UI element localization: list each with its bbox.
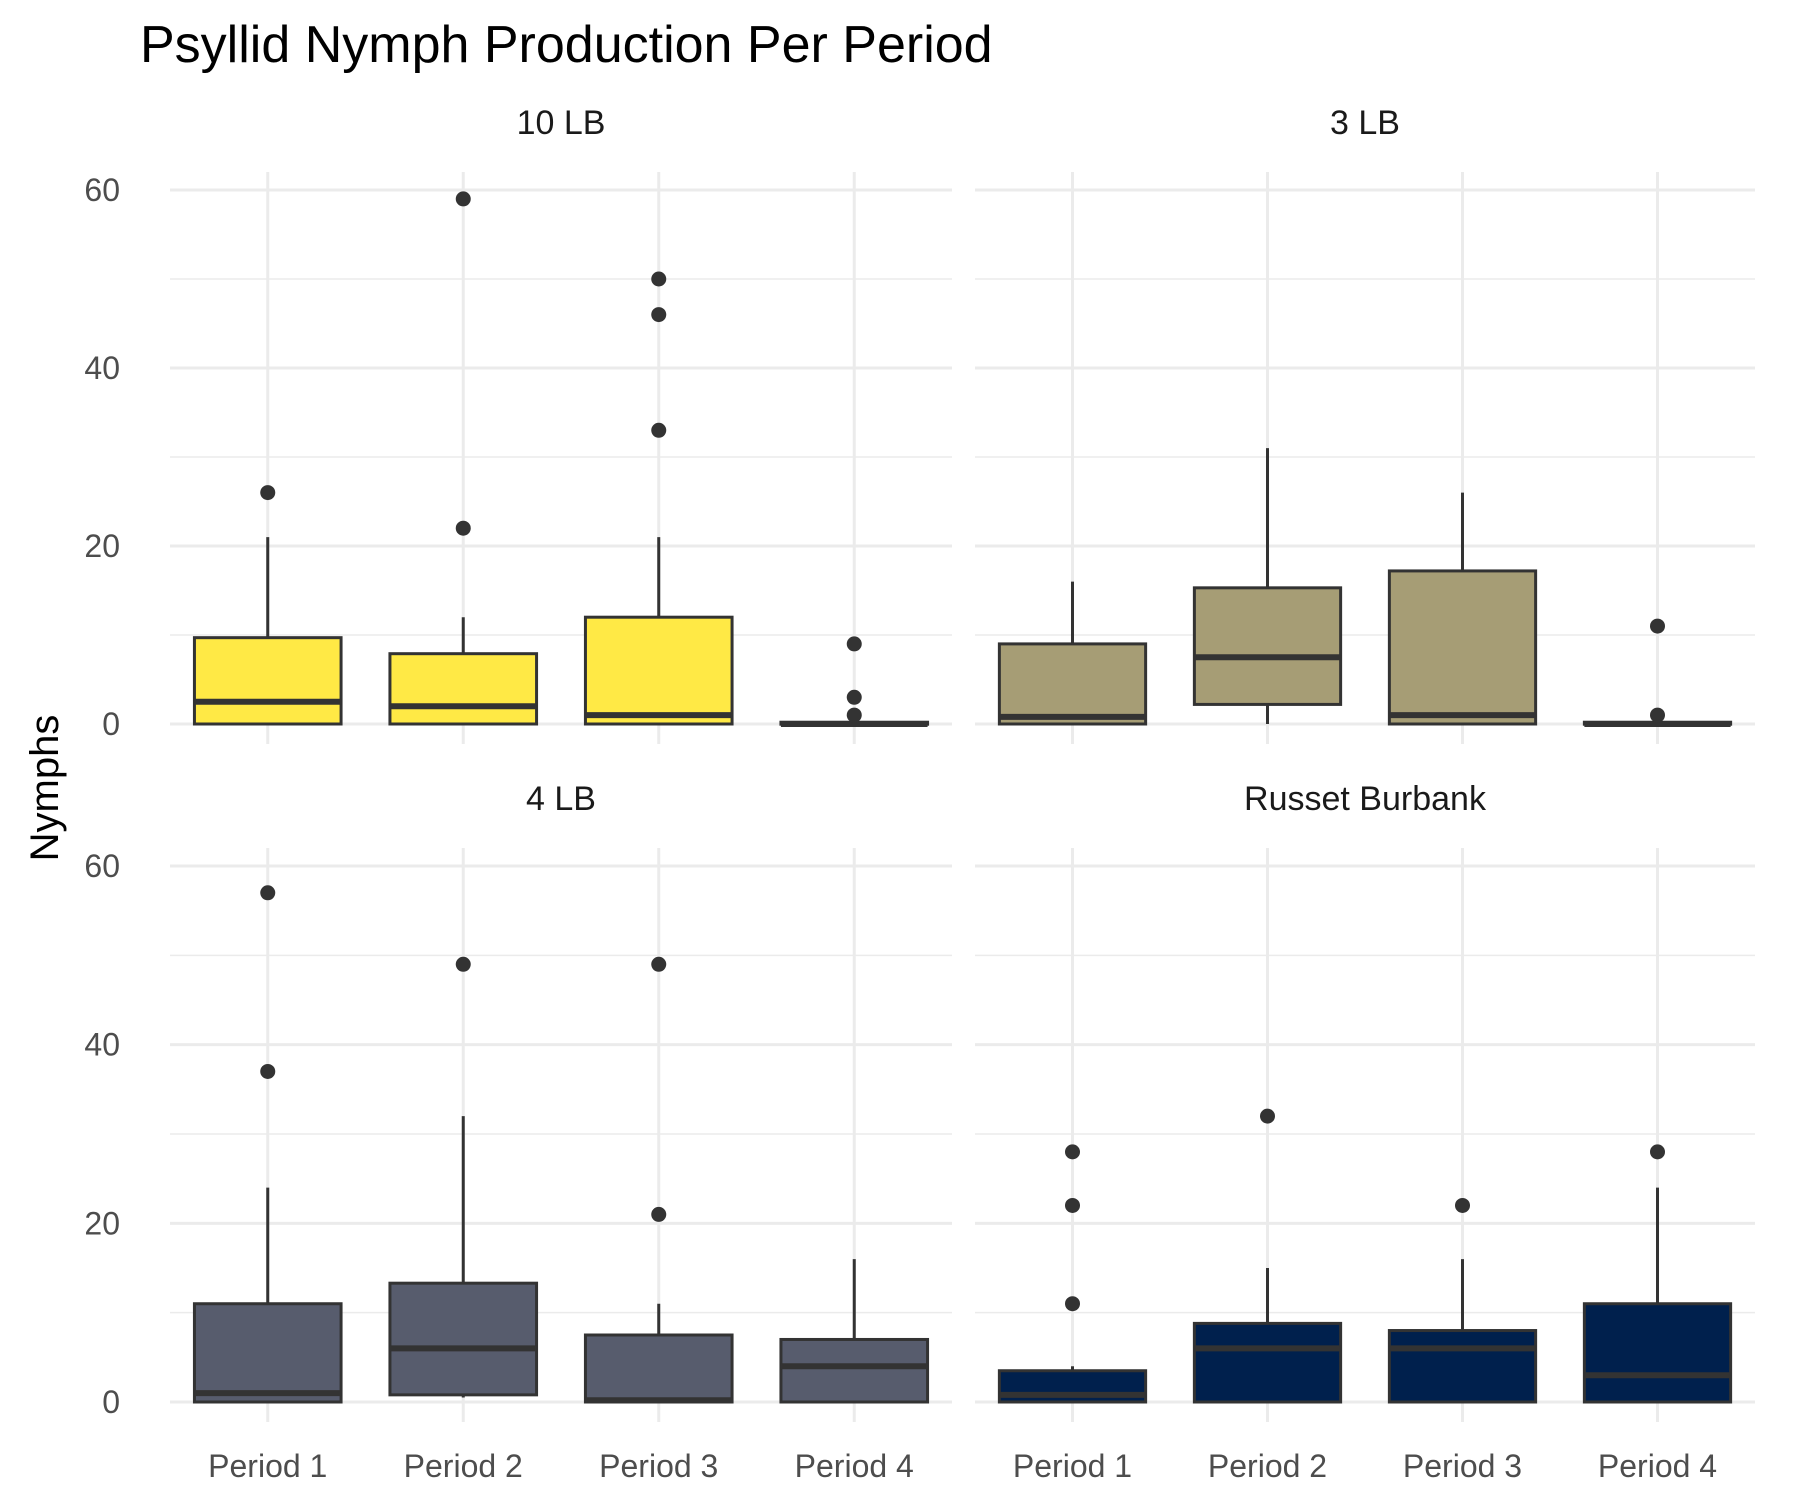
outlier-point [846,689,862,705]
y-tick-label: 0 [102,706,120,742]
y-tick-label: 20 [84,1205,120,1241]
box-body [192,636,343,726]
outlier-point [260,885,276,901]
panel-strip-label: 10 LB [517,104,606,142]
y-axis-label: Nymphs [23,715,67,862]
x-tick-label: Period 2 [404,1448,523,1484]
outlier-point [1065,1144,1080,1160]
box-body [192,1302,343,1404]
panel-4-lb: 4 LB 0 20 40 60 Period 1 Period 2 Period 3 Perio… [84,780,952,1484]
outlier-point [455,191,471,207]
outlier-point [455,520,471,536]
x-tick-label: Period 1 [1013,1448,1132,1484]
box-body [1582,1302,1733,1404]
outlier-point [1065,1296,1080,1312]
x-tick-label: Period 4 [795,1448,914,1484]
x-tick-label: Period 4 [1598,1448,1717,1484]
box-period-2 [1192,1108,1343,1404]
box-body [388,652,539,726]
box-period-4 [779,1259,930,1404]
y-tick-label: 40 [84,350,120,386]
box-body [1387,569,1538,726]
y-tick-label: 20 [84,528,120,564]
box-body [997,642,1148,726]
outlier-point [260,1063,276,1079]
box-period-1 [192,485,343,726]
box-body [779,1337,930,1404]
outlier-point [846,636,862,652]
box-body [583,1333,734,1404]
panel-strip-label: 3 LB [1330,104,1400,142]
box-body [388,1281,539,1397]
outlier-point [651,1206,667,1222]
panels: 10 LB 0 20 40 60 3 LB 4 LB 0 20 40 60 Period 1 Perio… [84,104,1755,1484]
outlier-point [651,307,667,323]
outlier-point [1650,1144,1665,1160]
outlier-point [1065,1197,1080,1213]
box-body [1192,586,1343,706]
box-period-3 [583,271,734,726]
panel-strip-label: 4 LB [526,780,596,818]
panel-strip-label: Russet Burbank [1244,780,1487,818]
box-period-1 [997,581,1148,726]
x-tick-label: Period 1 [208,1448,327,1484]
box-period-4 [1582,1144,1733,1404]
outlier-point [651,956,667,972]
box-period-3 [583,956,734,1404]
box-period-4 [779,636,930,727]
outlier-point [651,271,667,287]
outlier-point [1260,1108,1275,1124]
box-period-4 [1582,618,1733,727]
box-period-2 [1192,448,1343,724]
outlier-point [1650,618,1665,634]
outlier-point [455,956,471,972]
box-period-2 [388,191,539,726]
outlier-point [651,422,667,438]
box-body [1192,1321,1343,1404]
panel-russet-burbank: Russet Burbank Period 1 Period 2 Period 3 Pe… [975,780,1755,1484]
x-tick-label: Period 3 [1403,1448,1522,1484]
box-period-2 [388,956,539,1398]
box-body [1387,1329,1538,1404]
box-period-3 [1387,1197,1538,1404]
panel-10-lb: 10 LB 0 20 40 60 [84,104,952,744]
x-tick-label: Period 2 [1208,1448,1327,1484]
outlier-point [1455,1197,1470,1213]
box-body [583,615,734,726]
y-tick-label: 0 [102,1384,120,1420]
x-tick-label: Period 3 [599,1448,718,1484]
outlier-point [846,707,862,723]
y-tick-label: 60 [84,172,120,208]
box-period-3 [1387,492,1538,726]
outlier-point [1650,707,1665,723]
box-period-1 [192,885,343,1404]
outlier-point [260,485,276,501]
y-tick-label: 40 [84,1027,120,1063]
y-tick-label: 60 [84,848,120,884]
panel-3-lb: 3 LB [975,104,1755,744]
box-period-1 [997,1144,1148,1404]
chart-title: Psyllid Nymph Production Per Period [140,16,993,74]
